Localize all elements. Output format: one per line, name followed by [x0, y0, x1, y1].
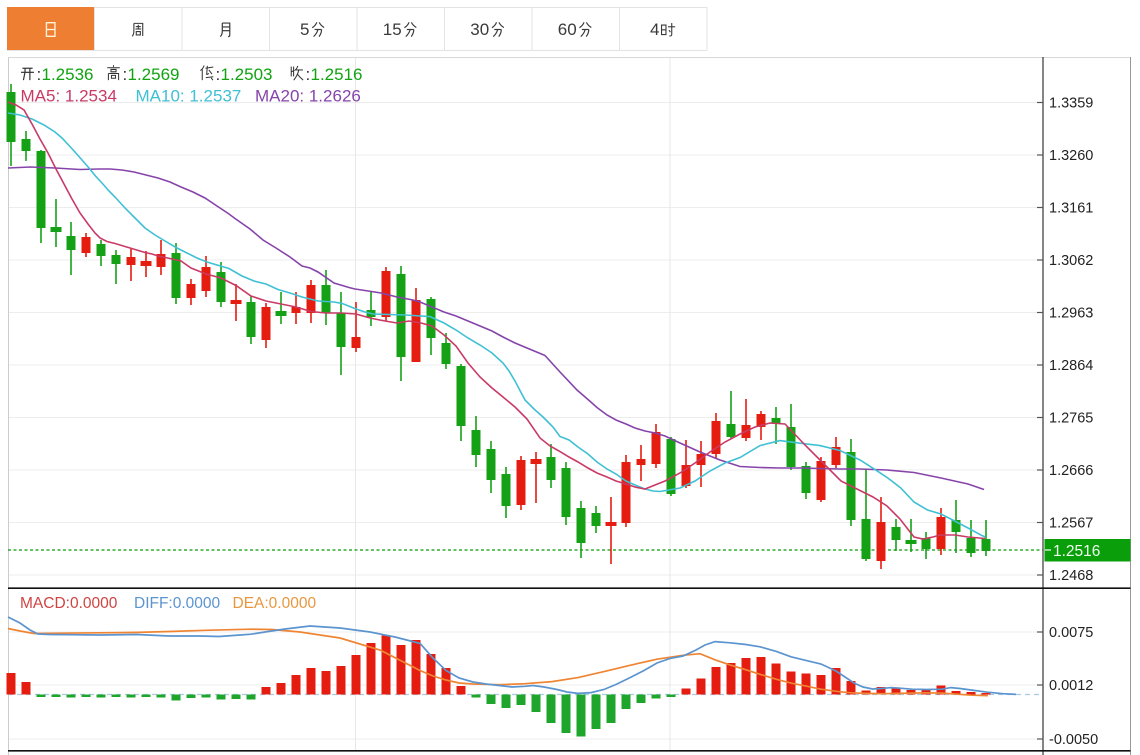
svg-text:1.2468: 1.2468	[1049, 568, 1093, 584]
svg-text:1.2516: 1.2516	[311, 65, 363, 84]
svg-text:1.2864: 1.2864	[1049, 358, 1093, 374]
svg-text:0.0012: 0.0012	[1049, 678, 1093, 694]
svg-text::: :	[306, 65, 311, 84]
svg-text:MACD:0.0000: MACD:0.0000	[20, 595, 118, 612]
svg-text:MA10: 1.2537: MA10: 1.2537	[136, 87, 242, 106]
svg-text:-0.0050: -0.0050	[1049, 732, 1098, 748]
svg-text:5: 5	[300, 20, 309, 39]
svg-text:DEA:0.0000: DEA:0.0000	[233, 595, 317, 612]
svg-text:1.3161: 1.3161	[1049, 201, 1093, 217]
svg-text:1.2503: 1.2503	[221, 65, 273, 84]
svg-text::: :	[37, 65, 42, 84]
svg-text::: :	[216, 65, 221, 84]
svg-text:4: 4	[650, 20, 659, 39]
svg-text:1.2536: 1.2536	[42, 65, 94, 84]
svg-text:15: 15	[383, 20, 402, 39]
svg-text:1.2765: 1.2765	[1049, 411, 1093, 427]
svg-text:1.2963: 1.2963	[1049, 306, 1093, 322]
svg-text:1.3359: 1.3359	[1049, 96, 1093, 112]
svg-text:1.2516: 1.2516	[1053, 543, 1100, 560]
svg-text:60: 60	[558, 20, 577, 39]
svg-text:0.0075: 0.0075	[1049, 625, 1093, 641]
svg-text::: :	[123, 65, 128, 84]
svg-text:DIFF:0.0000: DIFF:0.0000	[134, 595, 221, 612]
svg-text:1.3260: 1.3260	[1049, 148, 1093, 164]
svg-text:MA5: 1.2534: MA5: 1.2534	[21, 87, 117, 106]
svg-text:1.2567: 1.2567	[1049, 516, 1093, 532]
svg-text:1.2666: 1.2666	[1049, 463, 1093, 479]
svg-text:MA20: 1.2626: MA20: 1.2626	[255, 87, 361, 106]
svg-text:1.2569: 1.2569	[128, 65, 180, 84]
svg-text:1.3062: 1.3062	[1049, 253, 1093, 269]
svg-text:30: 30	[470, 20, 489, 39]
